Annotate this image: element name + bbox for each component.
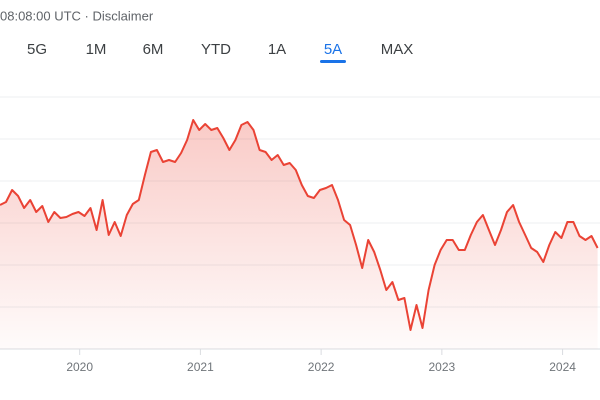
range-tab[interactable]: 6M — [143, 41, 164, 58]
x-tick-label: 2021 — [187, 360, 214, 374]
status-text[interactable]: 08:08:00 UTC · Disclaimer — [0, 8, 154, 23]
range-tab[interactable]: YTD — [201, 41, 231, 58]
range-tab[interactable]: 1A — [268, 41, 286, 58]
selected-underline — [320, 60, 346, 63]
range-tab[interactable]: 1M — [86, 41, 107, 58]
range-tabs: 5G 1M 6M YTD 1A 5A MAX — [27, 41, 413, 63]
x-tick-label: 2020 — [66, 360, 93, 374]
range-tab[interactable]: 5G — [27, 41, 47, 58]
range-tab[interactable]: 5A — [324, 41, 342, 58]
x-tick-label: 2023 — [428, 360, 455, 374]
area — [0, 120, 598, 349]
plot: 2020 2021 2022 2023 2024 — [0, 96, 600, 374]
price-line — [0, 119, 599, 331]
x-tick-label: 2022 — [308, 360, 335, 374]
range-tab[interactable]: MAX — [381, 41, 414, 58]
x-tick-label: 2024 — [549, 360, 576, 374]
